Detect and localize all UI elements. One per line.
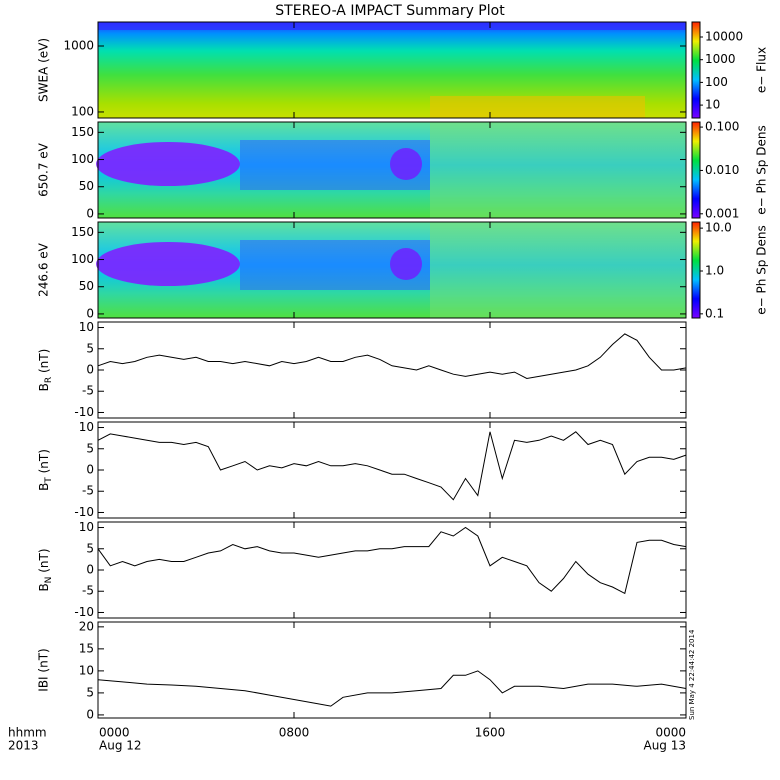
y-tick-label: 100	[71, 252, 94, 266]
spectrogram-patch	[96, 142, 240, 186]
y-tick-label: -10	[74, 505, 94, 519]
x-tick-label: 0000	[655, 726, 686, 740]
y-tick-label: 10	[79, 520, 94, 534]
data-line	[97, 333, 687, 380]
y-tick-label: 5	[86, 541, 94, 555]
y-tick-label: 10	[79, 420, 94, 434]
panel-frame	[97, 521, 687, 619]
x-axis-label: 2013	[8, 739, 39, 753]
y-axis-label: 246.6 eV	[37, 242, 51, 297]
panel-frame	[97, 421, 687, 519]
colorbar-label: e− Ph Sp Dens	[755, 225, 769, 314]
y-tick-label: 50	[79, 179, 94, 193]
colorbar-tick-label: 1.0	[705, 263, 724, 277]
y-axis-label: IBI (nT)	[37, 648, 51, 691]
y-axis-label: BN (nT)	[37, 548, 54, 591]
spectrogram-patch	[430, 96, 645, 118]
y-axis-label: BR (nT)	[37, 349, 54, 392]
y-tick-label: -10	[74, 405, 94, 419]
colorbar-label: e− Ph Sp Dens	[755, 125, 769, 214]
colorbar	[691, 21, 701, 119]
y-tick-label: 20	[79, 619, 94, 633]
y-tick-label: 0	[86, 306, 94, 320]
y-tick-label: 0	[86, 707, 94, 721]
y-tick-label: 50	[79, 279, 94, 293]
y-tick-label: 0	[86, 363, 94, 377]
y-axis-label-part: T	[44, 477, 54, 484]
x-axis-label: hhmm	[8, 726, 47, 740]
y-tick-label: -10	[74, 605, 94, 619]
timestamp: Sun May 4 22:44:42 2014	[688, 629, 696, 720]
spectrogram-patch	[98, 22, 686, 30]
colorbar-tick-label: 10.0	[705, 221, 732, 235]
panel-frame	[97, 21, 687, 119]
spectrogram-patch	[96, 242, 240, 286]
y-axis-label-part: (nT)	[37, 548, 51, 576]
y-tick-label: 0	[86, 206, 94, 220]
x-tick-sublabel: Aug 12	[99, 739, 142, 753]
y-tick-label: 5	[86, 685, 94, 699]
x-tick-label: 1600	[475, 726, 506, 740]
y-axis-label: 650.7 eV	[37, 142, 51, 197]
y-tick-label: 1000	[63, 38, 94, 52]
y-tick-label: 100	[71, 104, 94, 118]
y-axis-label: BT (nT)	[37, 449, 54, 491]
y-tick-label: 100	[71, 152, 94, 166]
colorbar-tick-label: 10	[705, 98, 720, 112]
y-tick-label: 10	[79, 663, 94, 677]
y-axis-label-part: B	[37, 483, 51, 491]
chart-title: STEREO-A IMPACT Summary Plot	[275, 3, 505, 19]
colorbar-tick-label: 100	[705, 75, 728, 89]
y-tick-label: 5	[86, 441, 94, 455]
y-axis-label: SWEA (eV)	[37, 38, 51, 102]
data-line	[97, 431, 687, 501]
y-axis-label-part: (nT)	[37, 349, 51, 377]
colorbar-tick-label: 10000	[705, 30, 743, 44]
colorbar-tick-label: 1000	[705, 52, 736, 66]
spectrogram-patch	[430, 122, 686, 218]
colorbar-tick-label: 0.100	[705, 120, 739, 134]
y-tick-label: 0	[86, 563, 94, 577]
y-axis-label-part: R	[44, 377, 54, 383]
y-tick-label: 15	[79, 641, 94, 655]
panel-frame	[97, 321, 687, 419]
colorbar-tick-label: 0.010	[705, 163, 739, 177]
spectrogram-patch	[390, 248, 422, 280]
y-axis-label-part: B	[37, 583, 51, 591]
x-tick-label: 0000	[99, 726, 130, 740]
y-tick-label: -5	[82, 584, 94, 598]
y-axis-label-part: B	[37, 383, 51, 391]
y-tick-label: 150	[71, 225, 94, 239]
x-tick-sublabel: Aug 13	[643, 739, 686, 753]
panel-frame	[97, 121, 687, 219]
colorbar	[691, 121, 701, 219]
data-line	[97, 670, 687, 707]
colorbar-tick-label: 0.1	[705, 306, 724, 320]
y-axis-label-part: N	[44, 577, 54, 584]
spectrogram-patch	[430, 222, 686, 318]
y-axis-label-part: (nT)	[37, 449, 51, 477]
spectrogram-patch	[390, 148, 422, 180]
y-tick-label: -5	[82, 484, 94, 498]
colorbar-tick-label: 0.001	[705, 206, 739, 220]
x-tick-label: 0800	[279, 726, 310, 740]
y-tick-label: -5	[82, 384, 94, 398]
colorbar-label: e− Flux	[755, 47, 769, 93]
panel-frame	[97, 621, 687, 719]
colorbar	[691, 221, 701, 319]
y-tick-label: 150	[71, 125, 94, 139]
y-tick-label: 5	[86, 341, 94, 355]
panel-frame	[97, 221, 687, 319]
y-tick-label: 10	[79, 320, 94, 334]
y-tick-label: 0	[86, 463, 94, 477]
data-line	[97, 526, 687, 595]
